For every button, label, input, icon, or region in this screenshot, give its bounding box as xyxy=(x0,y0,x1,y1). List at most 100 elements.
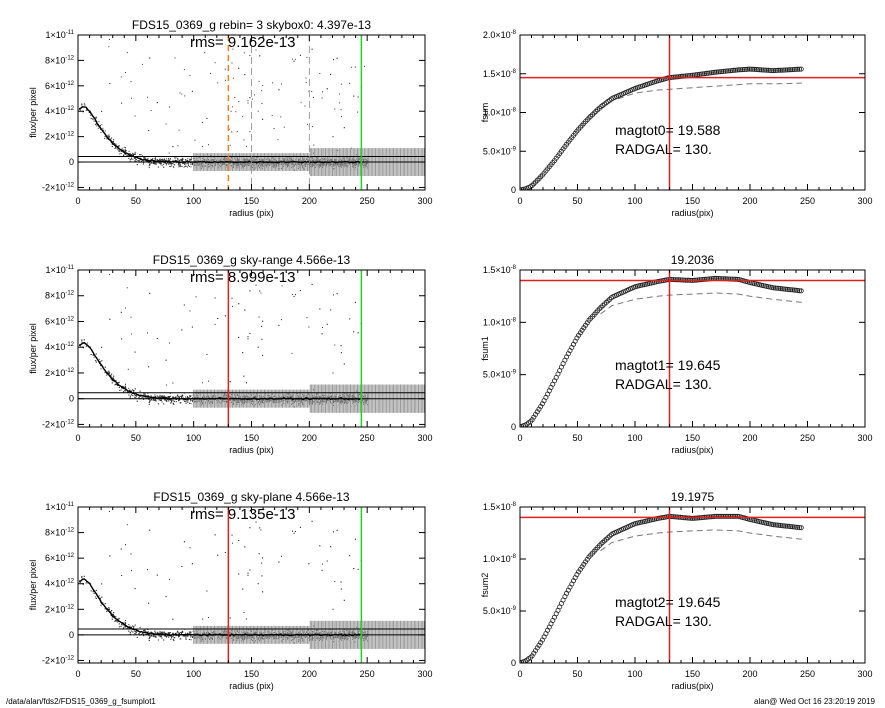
scatter-point xyxy=(316,158,318,160)
scatter-point xyxy=(279,160,281,162)
scatter-point xyxy=(131,333,132,335)
scatter-point xyxy=(278,89,280,91)
scatter-point xyxy=(108,136,110,138)
scatter-point xyxy=(102,127,104,129)
scatter-point xyxy=(187,166,189,168)
scatter-point xyxy=(281,285,283,287)
scatter-point xyxy=(113,141,114,143)
scatter-point xyxy=(281,162,283,164)
scatter-point xyxy=(273,128,275,129)
scatter-point xyxy=(277,139,279,141)
scatter-point xyxy=(343,392,345,394)
scatter-point xyxy=(94,120,96,122)
scatter-point xyxy=(352,158,354,160)
scatter-point xyxy=(147,395,149,396)
scatter-point xyxy=(95,117,97,119)
scatter-point xyxy=(259,163,261,165)
scatter-point xyxy=(133,391,134,393)
scatter-point xyxy=(340,116,342,117)
scatter-point xyxy=(182,159,184,161)
scatter-point xyxy=(116,385,118,387)
scatter-point xyxy=(357,396,359,398)
y-tick-label: 0 xyxy=(511,185,516,195)
scatter-point xyxy=(90,117,92,119)
scatter-point xyxy=(334,344,336,346)
scatter-point xyxy=(98,121,100,123)
scatter-point xyxy=(165,123,167,125)
scatter-point xyxy=(336,57,338,59)
scatter-point xyxy=(232,164,234,166)
curve-point xyxy=(700,71,706,77)
scatter-point xyxy=(211,166,213,168)
scatter-point xyxy=(134,151,136,153)
scatter-point xyxy=(193,160,195,162)
scatter-point xyxy=(217,82,219,84)
scatter-point xyxy=(87,342,89,344)
scatter-point xyxy=(174,57,176,59)
scatter-point xyxy=(231,62,233,64)
scatter-point xyxy=(160,160,161,162)
scatter-point xyxy=(168,396,170,397)
scatter-point xyxy=(134,157,136,159)
scatter-point xyxy=(181,158,183,159)
curve-point xyxy=(769,68,775,74)
scatter-point xyxy=(322,91,323,93)
scatter-point xyxy=(169,158,171,159)
scatter-point xyxy=(342,164,344,166)
scatter-point xyxy=(353,400,355,401)
scatter-point xyxy=(311,402,313,404)
scatter-point xyxy=(176,395,178,397)
scatter-point xyxy=(98,358,100,360)
scatter-point xyxy=(111,137,113,139)
scatter-point xyxy=(292,58,293,60)
scatter-point xyxy=(168,163,170,164)
scatter-point xyxy=(260,399,262,401)
scatter-point xyxy=(292,162,294,164)
scatter-point xyxy=(131,97,132,99)
scatter-point xyxy=(275,160,277,162)
scatter-point xyxy=(311,164,313,166)
scatter-point xyxy=(214,297,216,299)
scatter-point xyxy=(154,162,156,164)
scatter-point xyxy=(127,368,129,370)
scatter-point xyxy=(192,397,194,399)
scatter-point xyxy=(100,132,102,134)
scatter-point xyxy=(134,388,136,390)
scatter-point xyxy=(129,159,131,161)
scatter-point xyxy=(192,164,193,166)
scatter-point xyxy=(155,163,157,165)
scatter-point xyxy=(168,159,170,161)
scatter-point xyxy=(339,395,341,397)
scatter-point xyxy=(256,395,258,397)
scatter-point xyxy=(135,397,137,399)
scatter-point xyxy=(114,379,115,381)
scatter-point xyxy=(341,166,342,168)
curve-point xyxy=(786,67,792,73)
curve-point xyxy=(722,68,728,74)
scatter-point xyxy=(249,162,251,164)
x-tick-label: 50 xyxy=(131,196,141,206)
scatter-point xyxy=(183,304,185,306)
scatter-point xyxy=(181,163,183,165)
scatter-point xyxy=(139,154,141,156)
scatter-point xyxy=(85,110,87,111)
scatter-point xyxy=(115,147,117,149)
scatter-point xyxy=(186,162,188,164)
scatter-point xyxy=(261,103,263,104)
scatter-point xyxy=(130,157,132,159)
scatter-point xyxy=(112,141,114,143)
scatter-point xyxy=(189,310,191,312)
scatter-point xyxy=(148,130,150,132)
scatter-point xyxy=(237,165,238,167)
scatter-point xyxy=(228,128,230,130)
scatter-point xyxy=(168,162,170,164)
scatter-point xyxy=(184,401,186,402)
scatter-point xyxy=(231,106,233,108)
scatter-point xyxy=(267,397,269,398)
scatter-point xyxy=(223,163,224,165)
scatter-point xyxy=(207,166,209,168)
magtot-annotation: magtot0= 19.588 xyxy=(615,122,721,138)
scatter-point xyxy=(147,96,148,98)
scatter-point xyxy=(195,296,197,298)
curve-point xyxy=(757,67,763,73)
